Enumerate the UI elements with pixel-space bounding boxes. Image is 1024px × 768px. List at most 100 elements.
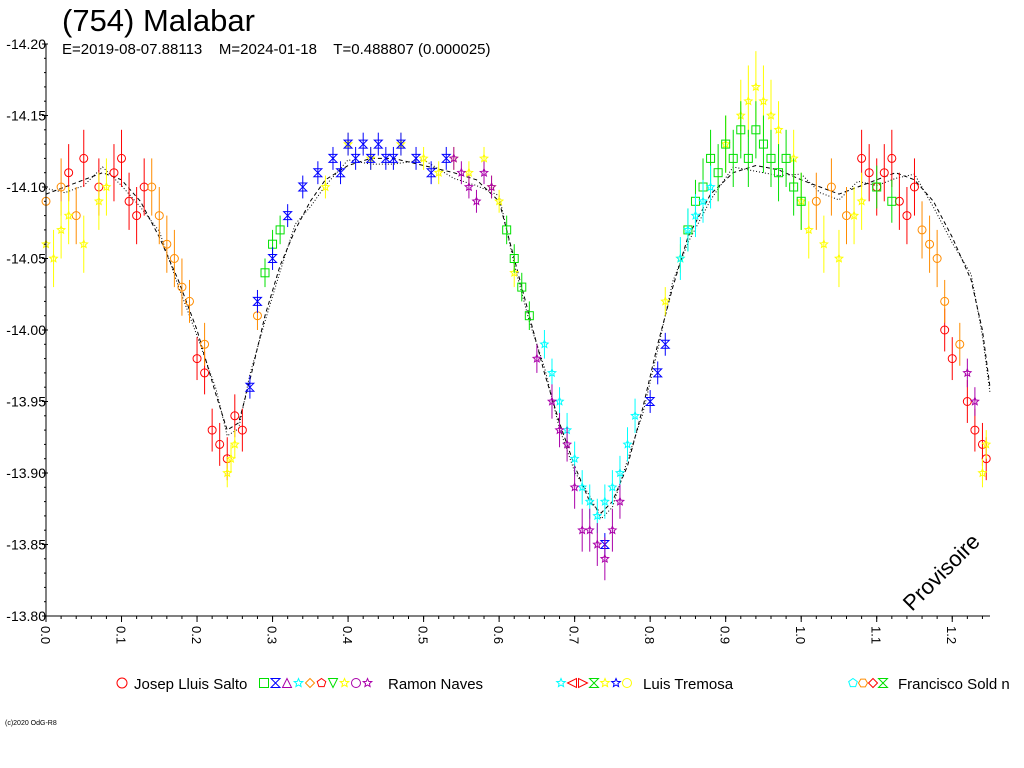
data-point [425,168,437,178]
data-point [373,139,384,149]
data-point [547,367,558,378]
legend-symbol [848,677,858,688]
data-point [864,168,874,178]
chart-title: (754) Malabar [62,3,255,38]
legend-label: Luis Tremosa [643,676,734,693]
data-point [539,339,550,349]
data-point [320,181,331,192]
data-point [743,153,753,163]
data-point [955,339,965,349]
data-point [925,239,935,249]
data-point [697,196,708,206]
data-point [705,181,716,192]
legend-symbol [578,677,589,689]
legend-symbol [622,678,632,688]
data-point [79,153,89,163]
data-point [471,196,482,206]
series-1 [41,158,965,366]
data-point [803,224,814,235]
data-point [502,225,512,235]
data-point [192,354,202,364]
data-point [721,139,731,149]
data-point [849,210,860,220]
legend-symbol [327,678,339,689]
data-point [607,482,618,492]
data-point [64,168,74,178]
data-point [902,211,912,221]
data-point [940,296,950,306]
data-point [169,254,179,263]
data-point [524,311,534,321]
data-point [184,296,194,306]
data-point [789,182,799,192]
data-point [758,95,769,106]
data-point [365,153,376,163]
data-point [675,253,686,263]
data-point [229,439,240,449]
legend-symbol [259,678,269,688]
data-point [200,339,210,349]
data-point [275,225,285,235]
data-point [200,368,210,378]
data-point [811,196,821,206]
data-point [147,182,157,192]
x-tick-label: 0.2 [189,626,204,644]
data-point [773,124,784,135]
data-point [660,339,671,349]
data-point [463,181,474,192]
data-point [225,453,236,463]
data-point [728,153,738,163]
x-tick-label: 0.3 [265,626,280,644]
data-point [599,496,610,506]
data-point [932,254,942,263]
data-point [230,411,240,421]
data-point [682,224,693,235]
data-point [644,397,656,406]
data-point [592,539,603,549]
data-point [327,153,339,163]
legend-symbol [316,677,327,688]
data-point [222,467,233,478]
x-tick-label: 0.4 [340,626,355,644]
data-point [342,139,354,149]
data-point [879,168,889,178]
data-point [71,211,81,221]
data-point [584,524,595,535]
data-point [177,282,187,292]
data-point [577,482,588,492]
data-point [774,168,784,178]
legend-symbol [588,678,600,688]
data-point [531,353,542,363]
data-point [834,253,845,263]
data-point [947,354,957,364]
data-point [584,496,595,506]
data-point [517,282,527,292]
data-point [124,196,134,206]
series-2 [41,51,992,488]
data-point [750,81,761,92]
x-tick-label: 1.2 [944,626,959,644]
legend-symbol [281,677,293,688]
x-tick-label: 0.9 [718,626,733,644]
data-point [237,425,247,435]
series-6 [448,146,980,581]
data-point [758,139,768,149]
data-point [614,467,626,478]
data-point [743,95,754,106]
series-4 [539,165,716,534]
legend-label: Ramon Naves [388,676,483,693]
data-point [842,211,852,221]
data-point [494,196,505,206]
data-point [418,153,429,163]
data-point [456,167,467,177]
y-tick-label: -14.20 [6,36,46,52]
data-point [260,268,270,278]
legend-symbol [338,677,351,688]
data-point [448,153,459,163]
data-point [48,253,59,263]
data-point [599,553,610,564]
data-point [486,181,497,192]
series-5 [244,132,671,556]
axes: -14.20 -14.15 -14.10 -14.05 -14.00 -13.95 -13.… [6,36,990,644]
